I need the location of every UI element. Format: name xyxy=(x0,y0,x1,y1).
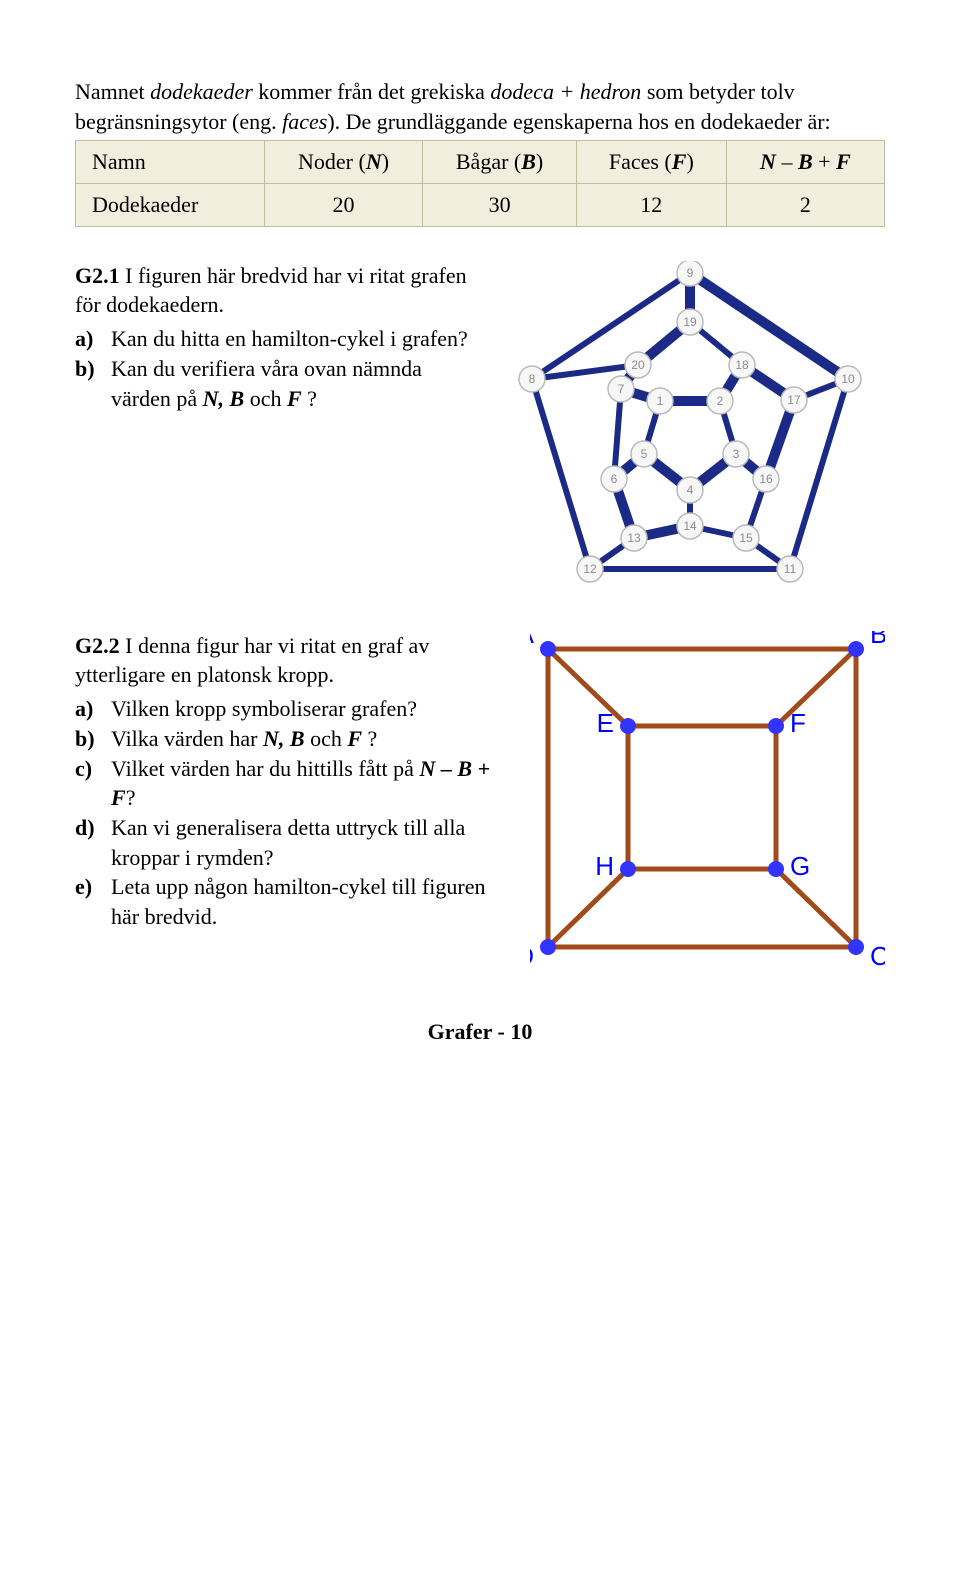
th-edges: Bågar (B) xyxy=(423,141,576,184)
g22-head: G2.2 I denna figur har vi ritat en graf … xyxy=(75,631,506,690)
intro-paragraph: Namnet dodekaeder kommer från det grekis… xyxy=(75,77,885,136)
td-name: Dodekaeder xyxy=(76,184,265,227)
g22-a: a)Vilken kropp symboliserar grafen? xyxy=(75,694,506,724)
svg-text:14: 14 xyxy=(683,519,697,533)
g22-b: b)Vilka värden har N, B och F ? xyxy=(75,724,506,754)
svg-text:12: 12 xyxy=(583,562,597,576)
intro-t0: Namnet xyxy=(75,79,150,104)
g22-c: c)Vilket värden har du hittills fått på … xyxy=(75,754,506,813)
page-footer: Grafer - 10 xyxy=(75,1017,885,1047)
th-faces: Faces (F) xyxy=(576,141,726,184)
svg-text:3: 3 xyxy=(733,447,740,461)
g21-text: G2.1 I figuren här bredvid har vi ritat … xyxy=(75,261,471,591)
svg-text:16: 16 xyxy=(759,472,773,486)
intro-w2: dodeca + hedron xyxy=(490,79,641,104)
svg-text:19: 19 xyxy=(683,315,697,329)
g21-headtxt: I figuren här bredvid har vi ritat grafe… xyxy=(75,263,467,318)
svg-text:4: 4 xyxy=(687,483,694,497)
svg-text:2: 2 xyxy=(717,394,724,408)
g21-b: b)Kan du verifiera våra ovan nämnda värd… xyxy=(75,354,471,413)
svg-text:D: D xyxy=(530,941,534,971)
properties-table: Namn Noder (N) Bågar (B) Faces (F) N – B… xyxy=(75,140,885,226)
g21-num: G2.1 xyxy=(75,263,120,288)
svg-text:7: 7 xyxy=(618,382,625,396)
intro-w1: dodekaeder xyxy=(150,79,253,104)
svg-text:8: 8 xyxy=(529,372,536,386)
th-nodes: Noder (N) xyxy=(264,141,423,184)
cube-figure: A B C D E F G H xyxy=(530,631,885,971)
g21-a-lbl: a) xyxy=(75,324,99,354)
intro-t1: kommer från det grekiska xyxy=(253,79,491,104)
svg-text:C: C xyxy=(870,941,885,971)
g22-d: d)Kan vi generalisera detta uttryck till… xyxy=(75,813,506,872)
exercise-g22-row: G2.2 I denna figur har vi ritat en graf … xyxy=(75,631,885,971)
g22-e: e)Leta upp någon hamilton-cykel till fig… xyxy=(75,872,506,931)
svg-text:13: 13 xyxy=(627,531,641,545)
table-header-row: Namn Noder (N) Bågar (B) Faces (F) N – B… xyxy=(76,141,885,184)
intro-w3: faces xyxy=(282,109,327,134)
svg-text:20: 20 xyxy=(631,358,645,372)
svg-text:17: 17 xyxy=(787,393,801,407)
dodeca-figure: 1234567891011121314151617181920 xyxy=(495,261,885,591)
g21-b-txt: Kan du verifiera våra ovan nämnda värden… xyxy=(111,354,471,413)
svg-text:10: 10 xyxy=(841,372,855,386)
svg-text:5: 5 xyxy=(641,447,648,461)
g21-a: a) Kan du hitta en hamilton-cykel i grafe… xyxy=(75,324,471,354)
table-row: Dodekaeder 20 30 12 2 xyxy=(76,184,885,227)
svg-text:F: F xyxy=(790,708,806,738)
td-n: 20 xyxy=(264,184,423,227)
g21-a-txt: Kan du hitta en hamilton-cykel i grafen? xyxy=(111,324,471,354)
g22-text: G2.2 I denna figur har vi ritat en graf … xyxy=(75,631,506,971)
g22-num: G2.2 xyxy=(75,633,120,658)
svg-text:6: 6 xyxy=(611,472,618,486)
cube-svg: A B C D E F G H xyxy=(530,631,885,971)
g21-b-lbl: b) xyxy=(75,354,99,413)
svg-text:11: 11 xyxy=(784,562,797,576)
dodeca-svg: 1234567891011121314151617181920 xyxy=(495,261,885,591)
svg-text:B: B xyxy=(870,631,885,649)
svg-text:E: E xyxy=(597,708,614,738)
td-f: 12 xyxy=(576,184,726,227)
td-e: 2 xyxy=(726,184,884,227)
svg-text:1: 1 xyxy=(657,394,664,408)
th-name: Namn xyxy=(76,141,265,184)
g21-head: G2.1 I figuren här bredvid har vi ritat … xyxy=(75,261,471,320)
svg-text:15: 15 xyxy=(739,531,753,545)
th-euler: N – B + F xyxy=(726,141,884,184)
intro-t3: ). De grundläggande egenskaperna hos en … xyxy=(327,109,830,134)
svg-text:A: A xyxy=(530,631,535,649)
td-b: 30 xyxy=(423,184,576,227)
svg-text:G: G xyxy=(790,851,810,881)
exercise-g21-row: G2.1 I figuren här bredvid har vi ritat … xyxy=(75,261,885,591)
svg-text:18: 18 xyxy=(735,358,749,372)
svg-text:H: H xyxy=(595,851,614,881)
svg-text:9: 9 xyxy=(687,266,694,280)
g22-headtxt: I denna figur har vi ritat en graf av yt… xyxy=(75,633,429,688)
